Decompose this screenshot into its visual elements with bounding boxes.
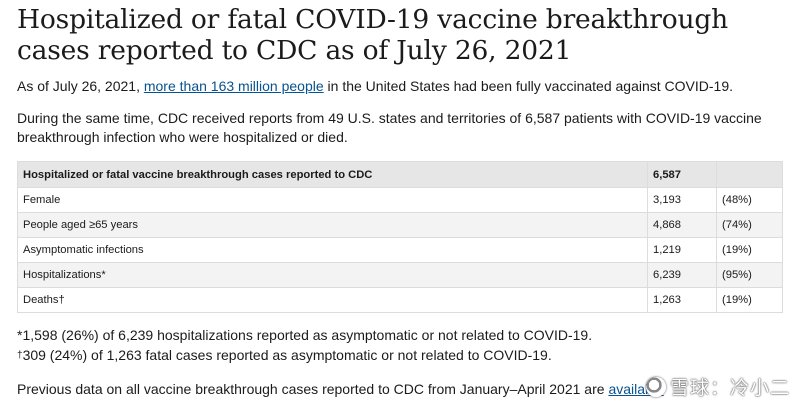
footnote-deaths: †309 (24%) of 1,263 fatal cases reported…	[17, 347, 552, 363]
row-label: Asymptomatic infections	[17, 237, 648, 263]
reports-paragraph: During the same time, CDC received repor…	[17, 110, 762, 145]
header-label: Hospitalized or fatal vaccine breakthrou…	[17, 161, 648, 188]
footnote-hospitalizations: *1,598 (26%) of 6,239 hospitalizations r…	[17, 327, 593, 343]
row-label: Hospitalizations*	[17, 262, 648, 288]
header-pct	[716, 161, 783, 188]
row-pct: (74%)	[716, 212, 783, 238]
row-pct: (19%)	[716, 287, 783, 313]
row-pct: (48%)	[716, 187, 783, 213]
row-label: Female	[17, 187, 648, 213]
dagger-mark: †	[17, 350, 23, 361]
snowball-logo-icon	[645, 376, 666, 397]
row-label: Deaths†	[17, 287, 648, 313]
row-pct: (19%)	[716, 237, 783, 263]
row-value: 3,193	[647, 187, 717, 213]
intro-paragraph: As of July 26, 2021, more than 163 milli…	[17, 78, 733, 94]
main-content: Hospitalized or fatal COVID-19 vaccine b…	[17, 0, 787, 399]
footnotes: *1,598 (26%) of 6,239 hospitalizations r…	[17, 325, 787, 366]
table-row: Hospitalizations* 6,239 (95%)	[17, 262, 783, 288]
breakthrough-cases-table: Hospitalized or fatal vaccine breakthrou…	[17, 161, 783, 313]
row-label: People aged ≥65 years	[17, 212, 648, 238]
row-pct: (95%)	[716, 262, 783, 288]
row-value: 1,263	[647, 287, 717, 313]
row-value: 4,868	[647, 212, 717, 238]
watermark-text: 雪球：冷小二	[669, 378, 790, 399]
table-row: Asymptomatic infections 1,219 (19%)	[17, 237, 783, 263]
table-row: Deaths† 1,263 (19%)	[17, 287, 783, 313]
table-row: People aged ≥65 years 4,868 (74%)	[17, 212, 783, 238]
row-value: 1,219	[647, 237, 717, 263]
watermark: 雪球：冷小二	[645, 373, 790, 400]
page-title: Hospitalized or fatal COVID-19 vaccine b…	[17, 4, 729, 66]
vaccinated-count-link[interactable]: more than 163 million people	[143, 78, 324, 94]
header-value: 6,587	[647, 161, 717, 188]
table-row: Female 3,193 (48%)	[17, 187, 783, 213]
row-value: 6,239	[647, 262, 717, 288]
table-header-row: Hospitalized or fatal vaccine breakthrou…	[17, 161, 783, 188]
